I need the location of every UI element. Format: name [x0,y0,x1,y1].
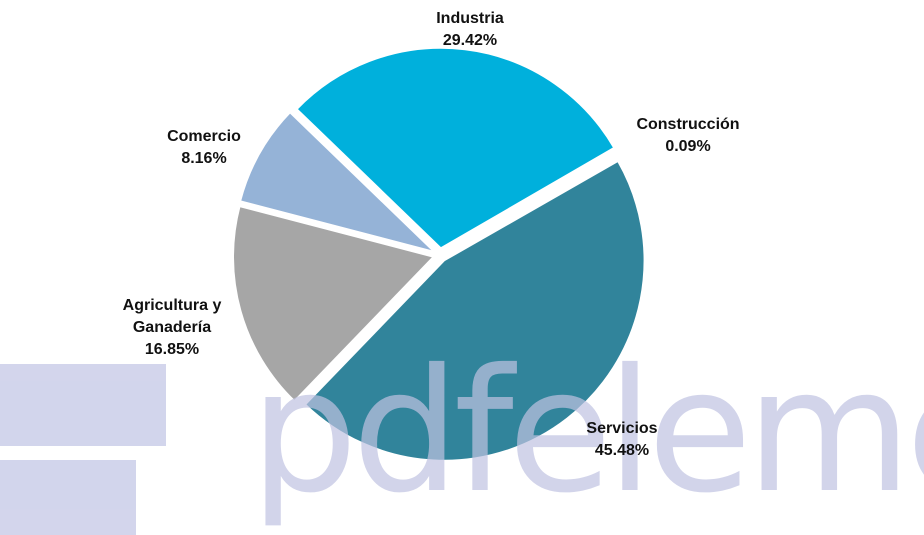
pie-slice [295,47,615,249]
value-label: 0.09% [665,138,711,155]
watermark: pdfelement [250,333,924,531]
pie-slice [239,111,437,254]
pie-slice [232,205,435,402]
category-label: Industria [436,10,504,27]
pie-slice [445,150,621,253]
logo-bar [0,460,136,535]
slice-label: Construcción 0.09% [618,114,758,158]
category-label: Construcción [636,116,740,133]
value-label: 8.16% [181,150,227,167]
slice-label: Servicios 45.48% [567,418,677,462]
value-label: 29.42% [442,32,498,49]
slice-label: Comercio 8.16% [149,126,259,170]
value-label: 16.85% [144,341,200,358]
watermark-logo [0,364,166,535]
category-label: Servicios [586,420,658,437]
slice-label: Agricultura y Ganadería 16.85% [102,295,242,361]
category-label: Agricultura y Ganadería [122,297,222,336]
category-label: Comercio [167,128,241,145]
logo-bar [0,364,166,446]
pie [232,47,646,462]
pie-slice [304,160,646,462]
value-label: 45.48% [594,442,650,459]
slice-label: Industria 29.42% [410,8,530,52]
